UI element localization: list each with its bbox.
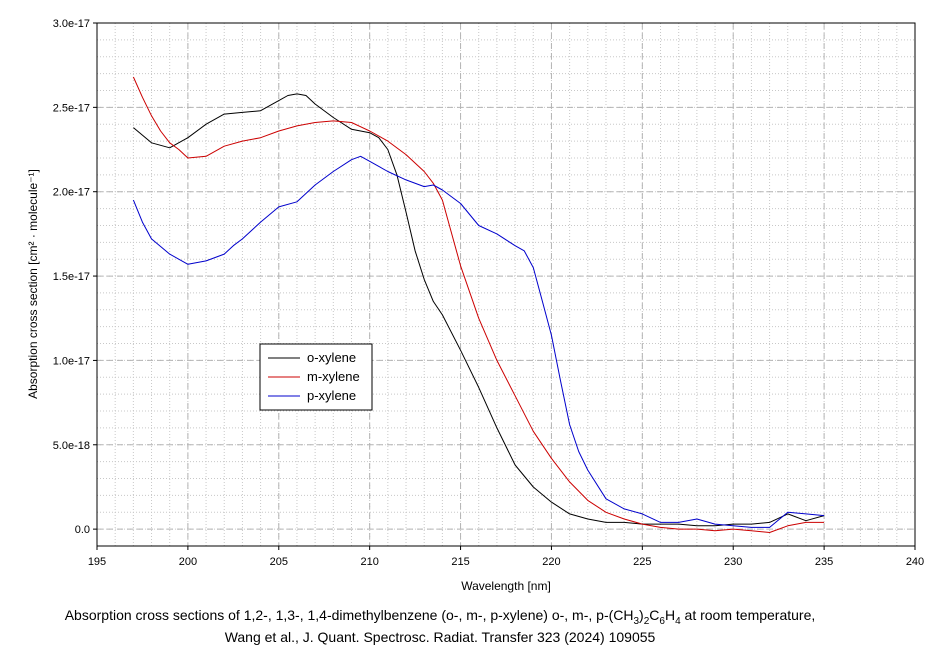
x-tick-label: 210 (360, 556, 378, 568)
y-tick-label: 2.0e-17 (53, 187, 90, 199)
x-tick-label: 195 (88, 556, 106, 568)
x-tick-label: 220 (542, 556, 560, 568)
x-tick-label: 230 (724, 556, 742, 568)
plot-frame (96, 22, 916, 547)
caption-line-2: Wang et al., J. Quant. Spectrosc. Radiat… (224, 629, 656, 645)
legend-label-m-xylene: m-xylene (307, 369, 360, 384)
caption-line-1: Absorption cross sections of 1,2-, 1,3-,… (64, 607, 816, 627)
x-tick-label: 205 (270, 556, 288, 568)
x-tick-label: 225 (633, 556, 651, 568)
series-line-o-xylene (133, 93, 825, 527)
series-line-p-xylene (132, 155, 825, 528)
plot-area (97, 23, 915, 546)
y-axis-label: Absorption cross section [cm² · molecule… (26, 169, 40, 399)
x-tick-label: 200 (179, 556, 197, 568)
y-tick-label: 1.0e-17 (53, 355, 90, 367)
legend-label-o-xylene: o-xylene (307, 350, 356, 365)
series-layer (132, 76, 825, 533)
legend-label-p-xylene: p-xylene (307, 388, 356, 403)
x-tick-label: 235 (815, 556, 833, 568)
legend: o-xylene m-xylene p-xylene (259, 343, 373, 411)
y-tick-label: 1.5e-17 (53, 271, 90, 283)
x-tick-label: 215 (451, 556, 469, 568)
tick-layer: 195 200 205 210 215 220 225 230 235 240 0.0 5.0e-18… (53, 18, 924, 568)
x-axis-label: Wavelength [nm] (461, 579, 551, 593)
y-tick-label: 3.0e-17 (53, 18, 90, 30)
grid (97, 22, 915, 546)
series-line-m-xylene (132, 76, 825, 533)
y-tick-label: 5.0e-18 (53, 440, 90, 452)
x-tick-label: 240 (906, 556, 924, 568)
y-tick-label: 0.0 (75, 524, 90, 536)
chart: 195 200 205 210 215 220 225 230 235 240 0.0 5.0e-18… (26, 18, 924, 593)
y-tick-label: 2.5e-17 (53, 102, 90, 114)
